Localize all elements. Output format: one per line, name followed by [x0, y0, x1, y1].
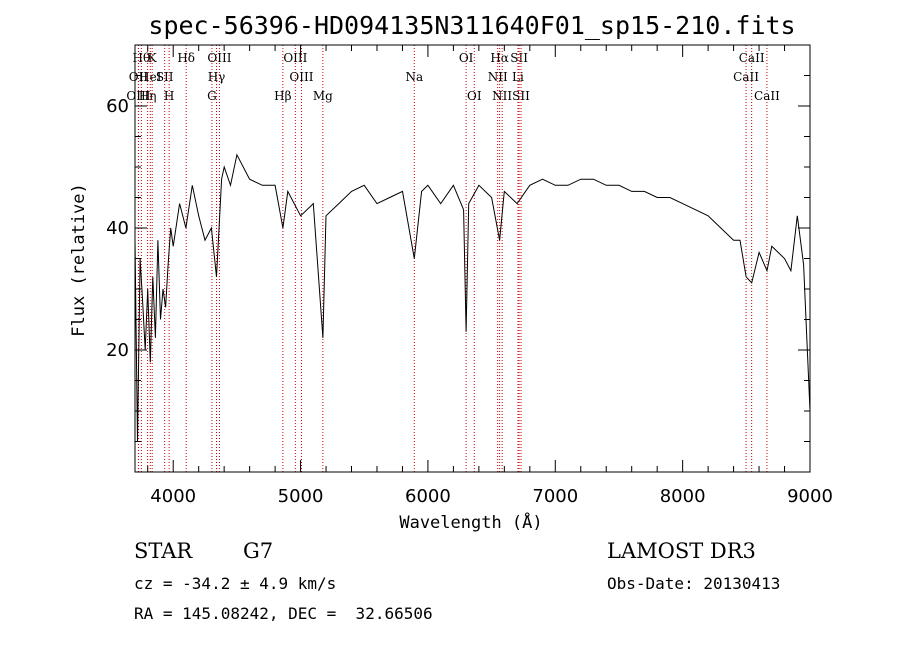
spectral-line-label: Hδ: [177, 51, 195, 65]
flux-series-line: [134, 153, 811, 442]
spectral-line-label: OI: [467, 89, 482, 103]
spectral-line-label: SII: [512, 89, 530, 103]
spectral-line-label: Na: [405, 70, 423, 84]
x-tick-label: 8000: [660, 486, 706, 507]
spectral-line-label: OIII: [289, 70, 313, 84]
spectral-line-label: SII: [156, 70, 174, 84]
chart-title: spec-56396-HD094135N311640F01_sp15-210.f…: [148, 11, 795, 40]
x-tick-label: 4000: [150, 486, 196, 507]
spectral-line-label: CaII: [733, 70, 759, 84]
y-tick-label: 40: [106, 218, 129, 239]
spectral-line-label: OIII: [126, 89, 150, 103]
x-tick-label: 7000: [532, 486, 578, 507]
y-axis-label: Flux (relative): [69, 183, 89, 337]
spectral-line-label: K: [148, 51, 158, 65]
x-axis-label: Wavelength (Å): [399, 511, 542, 533]
coordinates: RA = 145.08242, DEC = 32.66506: [134, 604, 433, 623]
axes-frame: [134, 44, 811, 473]
spectral-line-label: NII: [492, 89, 512, 103]
survey-label: LAMOST DR3: [607, 539, 756, 563]
spectral-line-label: OI: [459, 51, 474, 65]
x-tick-label: 9000: [787, 486, 833, 507]
spectral-line-label: Mg: [313, 89, 333, 103]
x-tick-label: 5000: [278, 486, 324, 507]
spectral-line-label: CaII: [739, 51, 765, 65]
spectral-line-label: Hα: [490, 51, 509, 65]
spectral-line-label: OIII: [283, 51, 307, 65]
object-class: STAR: [134, 539, 193, 563]
spectral-line-label: HeI: [139, 70, 162, 84]
spectral-line-label: G: [207, 89, 217, 103]
spectral-line-label: SII: [510, 51, 528, 65]
spectral-line-label: NII: [488, 70, 508, 84]
spectral-line-label: Hθ: [133, 51, 151, 65]
spectral-line-label: Hγ: [208, 70, 226, 84]
x-tick-label: 6000: [405, 486, 451, 507]
spectral-line-label: OII: [129, 70, 149, 84]
spectral-line-label: Hβ: [274, 89, 291, 103]
spectral-line-label: OIII: [207, 51, 231, 65]
spectral-line-label: CaII: [754, 89, 780, 103]
spectral-line-label: Hη: [139, 89, 157, 103]
obs-date: Obs-Date: 20130413: [607, 574, 781, 593]
spectral-subclass: G7: [243, 539, 274, 563]
spectral-line-label: Li: [512, 70, 524, 84]
y-tick-label: 20: [106, 340, 129, 361]
spectral-line-label: H: [164, 89, 174, 103]
redshift-text: cz = -34.2 ± 4.9 km/s: [134, 574, 337, 593]
y-tick-label: 60: [106, 96, 129, 117]
